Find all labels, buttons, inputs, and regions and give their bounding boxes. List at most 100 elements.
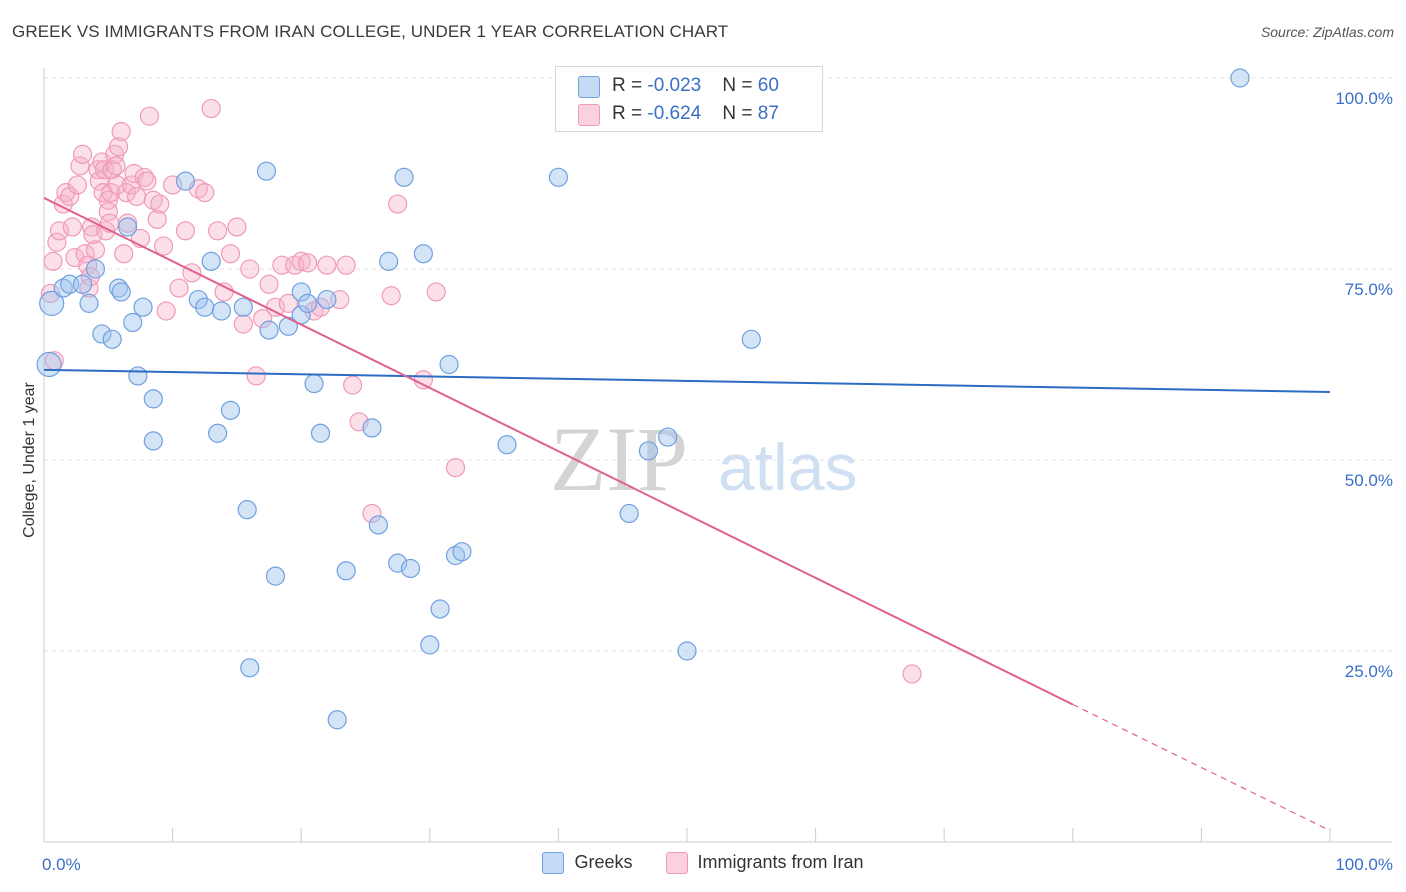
iran-point bbox=[153, 236, 174, 256]
greeks-point bbox=[638, 441, 659, 461]
iran-point bbox=[156, 301, 176, 321]
greeks-point bbox=[439, 354, 459, 375]
trend-line-iran-extension bbox=[1072, 703, 1331, 832]
iran-point bbox=[62, 217, 82, 237]
iran-point bbox=[126, 186, 147, 207]
y-axis-label: College, Under 1 year bbox=[21, 382, 38, 538]
watermark: ZIP atlas bbox=[550, 408, 857, 510]
greeks-point bbox=[143, 431, 163, 451]
iran-point bbox=[108, 137, 129, 157]
iran-point bbox=[208, 221, 228, 241]
iran-point bbox=[49, 221, 70, 241]
iran-point bbox=[111, 121, 131, 142]
greeks-point bbox=[36, 351, 62, 378]
greeks-point bbox=[452, 542, 472, 562]
greeks-point bbox=[1230, 68, 1250, 88]
greeks-point bbox=[102, 329, 122, 349]
iran-point bbox=[413, 370, 433, 390]
iran-point bbox=[98, 190, 118, 210]
greeks-point bbox=[195, 297, 215, 317]
greeks-point bbox=[336, 561, 356, 581]
greeks-point bbox=[388, 553, 408, 573]
iran-point bbox=[147, 209, 167, 229]
legend-item-iran[interactable]: Immigrants from Iran bbox=[665, 852, 864, 875]
greeks-point bbox=[211, 301, 232, 321]
stats-r-value-greeks: -0.023 bbox=[647, 75, 702, 96]
greeks-point bbox=[208, 423, 228, 443]
greeks-point bbox=[256, 161, 277, 181]
iran-point bbox=[310, 297, 331, 317]
iran-point bbox=[227, 217, 247, 237]
stats-n-label: N = bbox=[722, 103, 758, 124]
greeks-point bbox=[327, 710, 347, 730]
legend: Greeks Immigrants from Iran bbox=[0, 852, 1406, 875]
greeks-point bbox=[85, 259, 106, 279]
iran-point bbox=[60, 186, 80, 207]
greeks-point bbox=[128, 366, 148, 386]
x-tick-label: 0.0% bbox=[42, 855, 81, 874]
stats-swatch-iran bbox=[578, 104, 600, 126]
iran-point bbox=[114, 244, 134, 264]
y-tick-label: 50.0% bbox=[1345, 471, 1393, 490]
greeks-point bbox=[413, 244, 433, 264]
greeks-point bbox=[79, 293, 99, 313]
legend-swatch-iran bbox=[665, 852, 688, 875]
iran-point bbox=[72, 144, 93, 164]
greeks-point bbox=[265, 566, 286, 586]
greeks-point bbox=[175, 171, 196, 191]
stats-n-value-iran: 87 bbox=[757, 103, 779, 124]
axes bbox=[43, 68, 1392, 843]
series-greeks-points bbox=[36, 68, 1250, 730]
greeks-point bbox=[220, 400, 241, 420]
greeks-point bbox=[92, 324, 112, 344]
iran-point bbox=[902, 664, 922, 684]
y-tick-label: 100.0% bbox=[1335, 89, 1393, 108]
greeks-point bbox=[143, 389, 163, 409]
stats-n-value-greeks: 60 bbox=[757, 75, 779, 96]
iran-point bbox=[278, 293, 298, 313]
greeks-point bbox=[394, 167, 414, 187]
greeks-point bbox=[548, 167, 569, 187]
greeks-point bbox=[368, 515, 388, 535]
greeks-point bbox=[117, 217, 138, 237]
iran-point bbox=[388, 194, 408, 214]
greeks-point bbox=[298, 293, 318, 313]
greeks-point bbox=[233, 297, 253, 317]
stats-swatch-greeks bbox=[578, 76, 600, 98]
grid-lines bbox=[44, 77, 1392, 652]
iran-point bbox=[343, 375, 363, 395]
greeks-point bbox=[304, 374, 324, 394]
iran-point bbox=[83, 225, 103, 245]
iran-point bbox=[169, 278, 189, 298]
greeks-point bbox=[237, 500, 257, 520]
stats-r-label: R = bbox=[612, 75, 648, 96]
source-label: Source: ZipAtlas.com bbox=[1260, 24, 1394, 40]
iran-point bbox=[175, 221, 196, 241]
iran-point bbox=[291, 251, 311, 271]
iran-point bbox=[43, 251, 63, 271]
greeks-point bbox=[677, 641, 697, 661]
legend-item-greeks[interactable]: Greeks bbox=[542, 852, 632, 875]
greeks-point bbox=[317, 289, 337, 310]
iran-point bbox=[101, 183, 121, 203]
greeks-point bbox=[741, 329, 761, 349]
iran-point bbox=[139, 106, 160, 126]
iran-point bbox=[102, 160, 122, 180]
greeks-point bbox=[310, 423, 331, 443]
iran-point bbox=[47, 232, 67, 252]
iran-point bbox=[150, 194, 170, 214]
legend-label-iran: Immigrants from Iran bbox=[697, 852, 864, 873]
greeks-point bbox=[658, 427, 678, 447]
greeks-point bbox=[259, 320, 279, 340]
tick-labels: 25.0% 50.0% 75.0% 100.0% 0.0% 100.0% bbox=[42, 89, 1393, 874]
iran-point bbox=[298, 253, 318, 273]
iran-point bbox=[381, 286, 401, 306]
iran-point bbox=[89, 171, 109, 191]
iran-point bbox=[362, 503, 382, 524]
greeks-point bbox=[619, 503, 639, 524]
legend-swatch-greeks bbox=[542, 852, 565, 875]
iran-point bbox=[163, 175, 183, 195]
stats-n-label: N = bbox=[722, 75, 758, 96]
iran-point bbox=[259, 274, 279, 294]
